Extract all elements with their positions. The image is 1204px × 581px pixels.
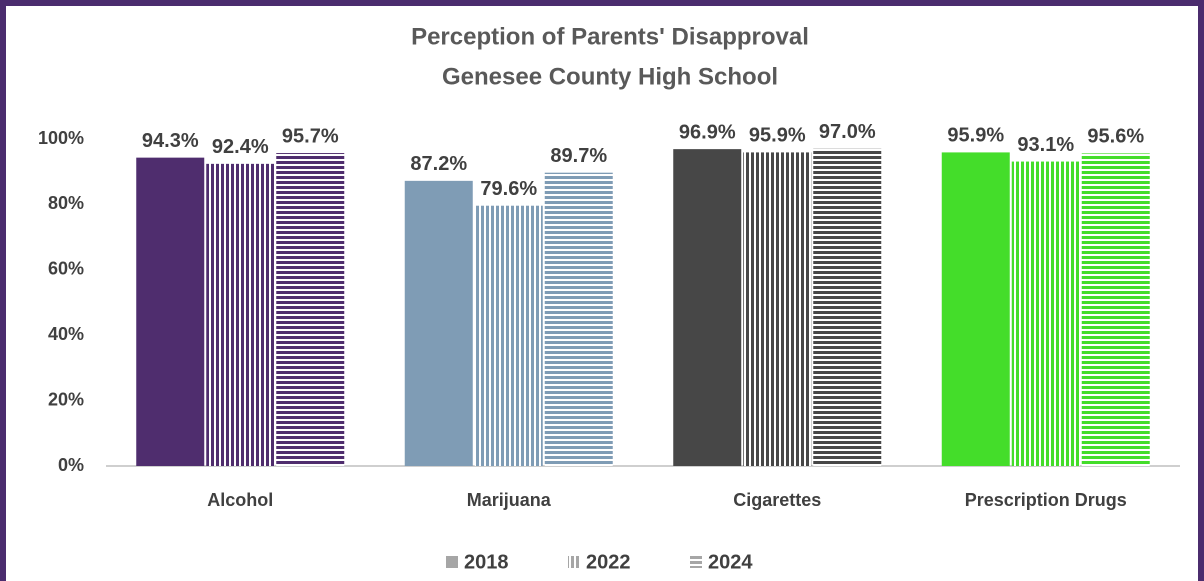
bar [544, 172, 613, 466]
legend-label: 2024 [708, 551, 753, 573]
legend-marker [568, 556, 580, 568]
bar [743, 152, 812, 467]
bar [1011, 161, 1080, 467]
bar [1081, 153, 1150, 466]
x-tick-label: Prescription Drugs [965, 490, 1127, 510]
value-label: 93.1% [1017, 134, 1074, 156]
y-tick-label: 20% [48, 389, 84, 409]
value-label: 94.3% [142, 130, 199, 152]
bar [673, 149, 742, 466]
chart-subtitle: Genesee County High School [442, 63, 778, 90]
bar [136, 157, 205, 466]
legend-marker [446, 556, 458, 568]
x-tick-label: Marijuana [467, 490, 552, 510]
x-tick-label: Cigarettes [733, 490, 821, 510]
value-label: 95.7% [282, 125, 339, 147]
value-label: 95.9% [947, 125, 1004, 147]
legend-label: 2018 [464, 551, 509, 573]
y-tick-label: 60% [48, 259, 84, 279]
y-tick-label: 40% [48, 324, 84, 344]
y-tick-label: 0% [58, 455, 84, 475]
y-tick-label: 80% [48, 193, 84, 213]
bar [276, 153, 345, 466]
bar [813, 148, 882, 466]
x-tick-label: Alcohol [207, 490, 273, 510]
legend-marker [690, 556, 702, 568]
bar [941, 152, 1010, 467]
legend-label: 2022 [586, 551, 631, 573]
y-tick-label: 100% [38, 128, 84, 148]
value-label: 92.4% [212, 136, 269, 158]
value-label: 87.2% [410, 153, 467, 175]
chart: Perception of Parents' Disapproval Genes… [38, 23, 1180, 573]
value-label: 79.6% [480, 178, 537, 200]
value-label: 95.6% [1087, 126, 1144, 148]
value-label: 95.9% [749, 125, 806, 147]
value-label: 89.7% [550, 145, 607, 167]
bar [404, 180, 473, 466]
chart-title: Perception of Parents' Disapproval [411, 23, 809, 50]
value-label: 96.9% [679, 121, 736, 143]
value-label: 97.0% [819, 121, 876, 143]
bar [474, 205, 543, 466]
bar [206, 163, 275, 467]
